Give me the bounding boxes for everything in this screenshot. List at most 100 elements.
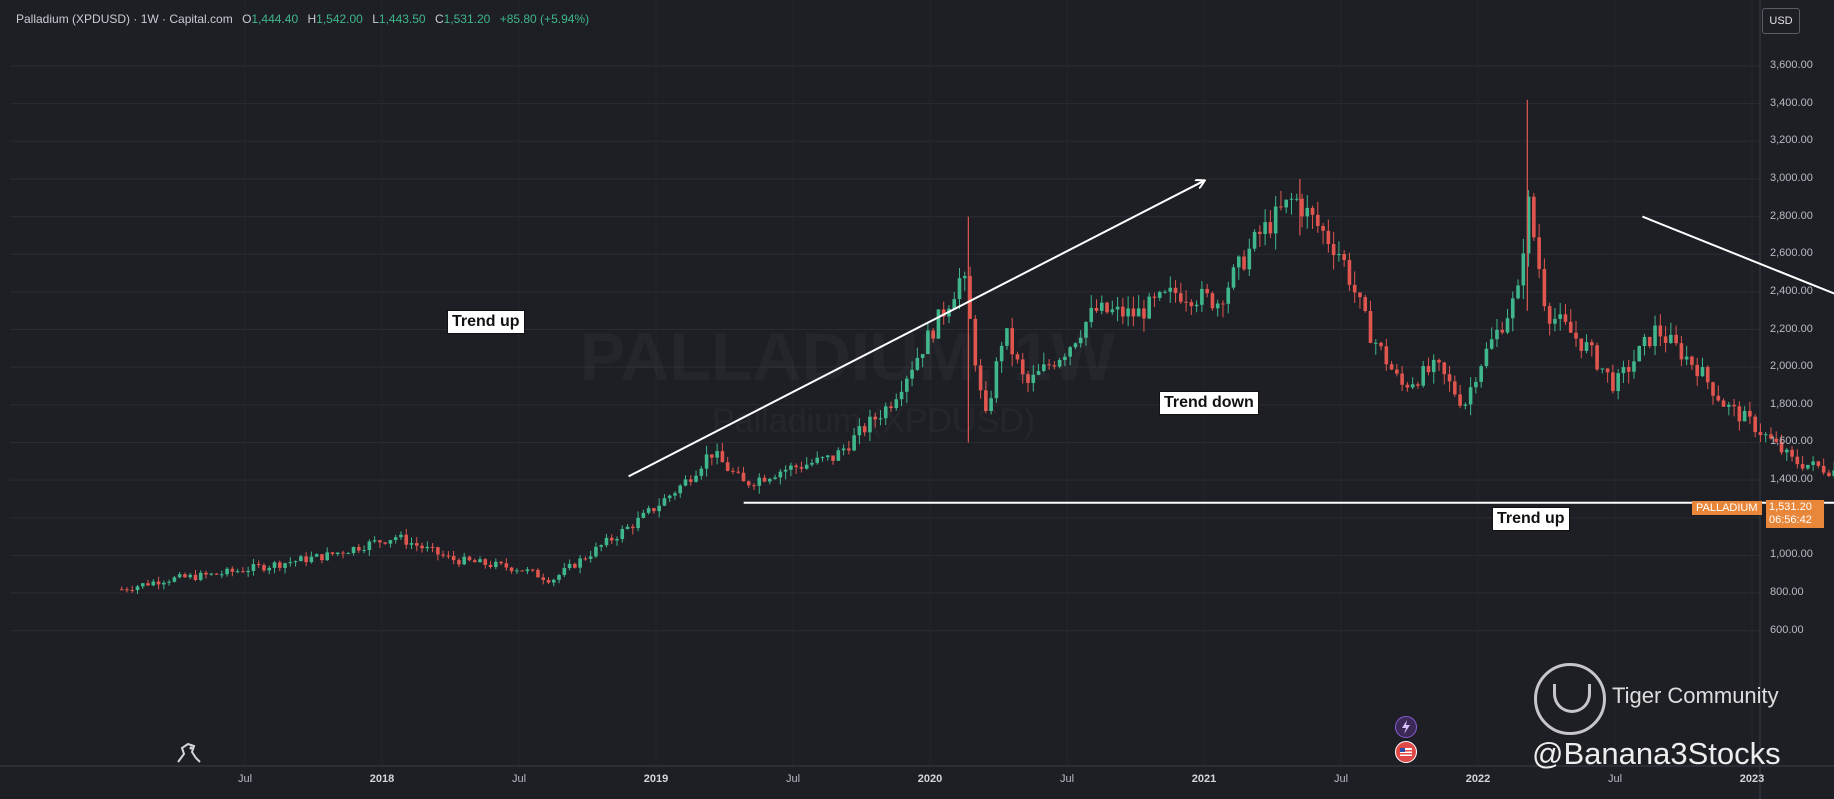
candle-body bbox=[984, 390, 988, 412]
candle-body bbox=[162, 582, 166, 585]
y-tick-label: 2,600.00 bbox=[1770, 247, 1813, 260]
candle-body bbox=[1258, 231, 1262, 235]
symbol-title[interactable]: Palladium (XPDUSD) · 1W · Capital.com bbox=[16, 12, 233, 26]
candle-body bbox=[151, 581, 156, 586]
candle-body bbox=[1579, 338, 1584, 351]
candle-body bbox=[604, 537, 609, 546]
candle-body bbox=[799, 467, 804, 469]
symbol-header: Palladium (XPDUSD) · 1W · Capital.com O1… bbox=[16, 12, 589, 26]
candle-body bbox=[667, 495, 672, 499]
candle-body bbox=[804, 464, 809, 469]
candle-body bbox=[1616, 373, 1620, 392]
tradingview-logo-icon[interactable] bbox=[174, 736, 204, 766]
annotation-trend-down[interactable]: Trend down bbox=[1159, 391, 1259, 415]
y-tick-label: 1,000.00 bbox=[1770, 548, 1813, 561]
candle-body bbox=[1426, 366, 1431, 373]
price-tag-symbol: PALLADIUM bbox=[1692, 501, 1762, 515]
trend-arrow[interactable] bbox=[628, 181, 1204, 478]
candle-body bbox=[1015, 354, 1020, 360]
candle-body bbox=[831, 455, 835, 461]
candle-body bbox=[383, 542, 387, 544]
candle-body bbox=[357, 546, 361, 551]
candle-body bbox=[1495, 329, 1499, 340]
candle-body bbox=[905, 378, 909, 392]
candle-body bbox=[1558, 314, 1562, 319]
candle-body bbox=[1447, 374, 1452, 382]
candle-body bbox=[209, 573, 214, 575]
candle-body bbox=[509, 567, 514, 572]
candle-body bbox=[1716, 395, 1721, 401]
candle-body bbox=[1690, 356, 1694, 365]
candle-body bbox=[256, 564, 261, 566]
candle-body bbox=[436, 547, 440, 555]
candle-body bbox=[594, 546, 598, 557]
annotation-trend-up-2[interactable]: Trend up bbox=[1492, 507, 1570, 531]
candle-body bbox=[457, 560, 461, 565]
candle-body bbox=[1658, 325, 1663, 337]
us-flag-icon[interactable] bbox=[1395, 741, 1417, 763]
candle-body bbox=[146, 583, 150, 586]
candle-body bbox=[836, 450, 841, 461]
candle-body bbox=[325, 552, 329, 561]
trend-arrow[interactable] bbox=[1642, 215, 1834, 537]
candle-body bbox=[551, 579, 556, 583]
candle-body bbox=[177, 574, 182, 578]
candle-body bbox=[1647, 336, 1652, 347]
candle-body bbox=[320, 554, 324, 561]
candle-body bbox=[483, 559, 488, 565]
candle-body bbox=[1121, 306, 1125, 317]
candle-body bbox=[488, 564, 493, 568]
x-tick-label: Jul bbox=[1607, 773, 1623, 785]
candle-body bbox=[1790, 449, 1794, 457]
candle-body bbox=[1827, 472, 1831, 476]
candle-body bbox=[1516, 285, 1520, 299]
annotation-trend-up-1[interactable]: Trend up bbox=[447, 310, 525, 334]
tiger-community-label: Tiger Community bbox=[1612, 683, 1779, 708]
candle-body bbox=[1416, 384, 1420, 386]
low-label: L bbox=[372, 12, 379, 26]
candle-body bbox=[636, 517, 640, 529]
candle-body bbox=[1816, 461, 1821, 466]
candle-body bbox=[246, 570, 250, 573]
candle-body bbox=[214, 573, 219, 575]
candle-body bbox=[920, 354, 925, 358]
candle-body bbox=[1474, 381, 1478, 388]
candle-body bbox=[1632, 361, 1636, 372]
candle-body bbox=[878, 418, 883, 420]
candle-body bbox=[1268, 222, 1273, 234]
candle-body bbox=[926, 330, 930, 355]
candle-body bbox=[936, 309, 941, 339]
candle-body bbox=[1042, 364, 1046, 372]
candle-body bbox=[1642, 336, 1647, 346]
candle-body bbox=[1595, 345, 1599, 370]
candle-body bbox=[957, 278, 962, 300]
candle-body bbox=[1305, 207, 1310, 217]
candle-body bbox=[1020, 359, 1025, 375]
lightning-icon[interactable] bbox=[1395, 716, 1417, 738]
candle-body bbox=[404, 534, 409, 545]
candle-body bbox=[1753, 416, 1757, 433]
candle-body bbox=[1500, 329, 1505, 333]
candle-body bbox=[1363, 297, 1368, 312]
y-tick-label: 800.00 bbox=[1770, 586, 1804, 599]
candle-body bbox=[1084, 322, 1088, 338]
candle-body bbox=[720, 451, 725, 463]
candle-body bbox=[694, 475, 698, 482]
y-tick-label: 1,600.00 bbox=[1770, 435, 1813, 448]
candle-body bbox=[1126, 308, 1130, 317]
candle-body bbox=[1700, 367, 1705, 377]
x-tick-label: Jul bbox=[785, 773, 801, 785]
candle-body bbox=[557, 575, 561, 580]
candle-body bbox=[652, 508, 656, 512]
candle-body bbox=[1236, 256, 1241, 268]
candle-body bbox=[1194, 304, 1199, 307]
candle-body bbox=[989, 398, 993, 412]
candle-body bbox=[583, 558, 588, 560]
candle-body bbox=[657, 505, 661, 512]
candle-body bbox=[1463, 404, 1468, 406]
candle-body bbox=[1800, 464, 1805, 469]
candle-body bbox=[952, 299, 957, 309]
candle-body bbox=[1300, 198, 1304, 217]
currency-button[interactable]: USD bbox=[1762, 8, 1800, 34]
